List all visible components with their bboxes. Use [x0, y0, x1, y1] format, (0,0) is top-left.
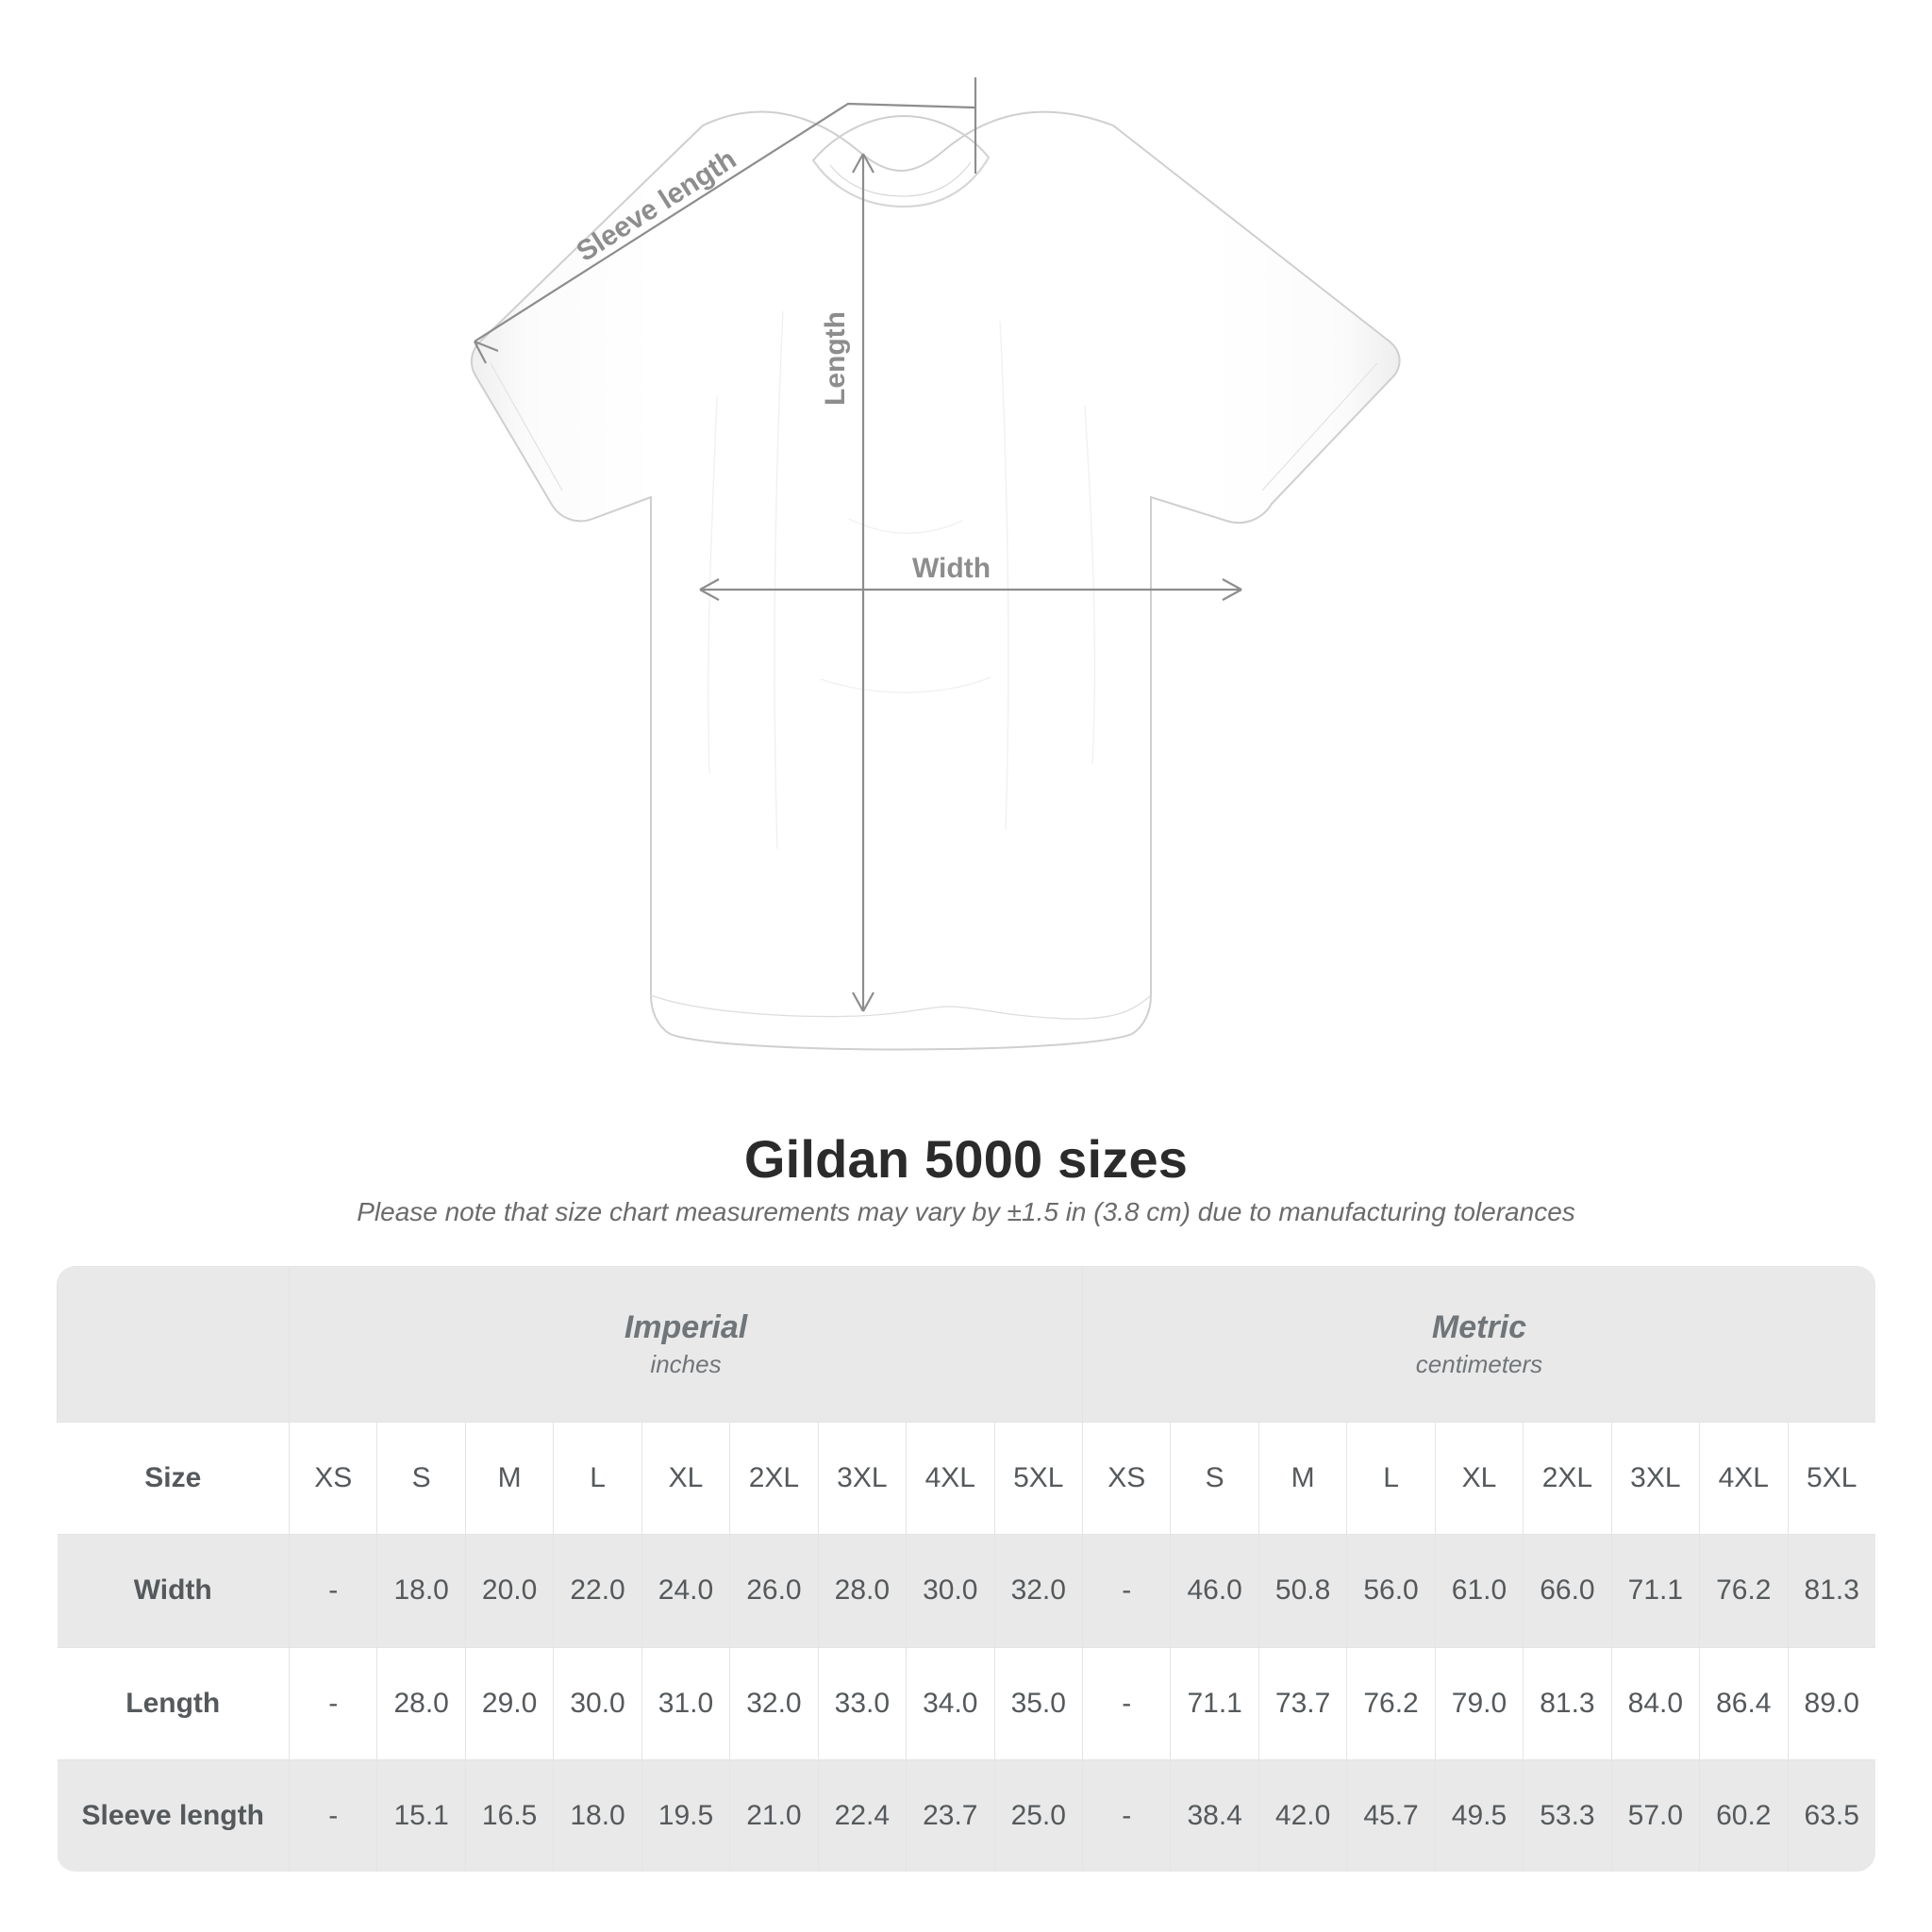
svg-text:Width: Width: [912, 553, 991, 584]
svg-text:Length: Length: [820, 311, 851, 406]
